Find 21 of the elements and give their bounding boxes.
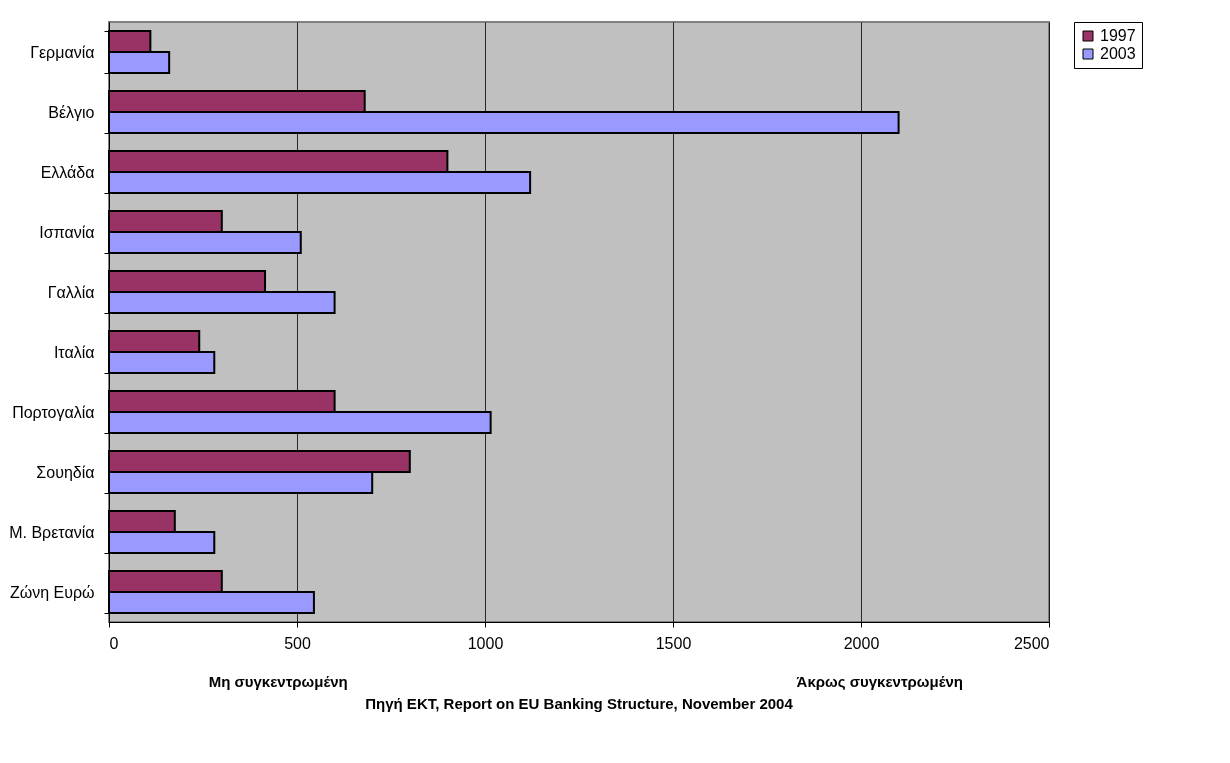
text: Μη συγκεντρωμένη	[208, 673, 348, 690]
y-tick-label: Ελλάδα	[40, 163, 95, 181]
y-tick-label: Ιταλία	[53, 343, 95, 361]
y-tick-label: Μ. Βρετανία	[9, 523, 95, 541]
y-tick-label: Σουηδία	[36, 463, 95, 481]
x-tick-label: 2500	[1013, 634, 1050, 652]
y-tick-label: Πορτογαλία	[12, 403, 95, 421]
y-tick-label: Ζώνη Ευρώ	[9, 583, 95, 601]
x-tick-label: 1500	[655, 634, 692, 652]
x-tick-label: 0	[109, 634, 119, 652]
y-tick-label: Γαλλία	[47, 283, 95, 301]
legend-label: 2003	[1100, 45, 1136, 62]
text: Πηγή ΕΚΤ, Report on EU Banking Structure, November 2004	[365, 695, 794, 712]
x-tick-label: 1000	[467, 634, 504, 652]
legend-label: 1997	[1100, 27, 1136, 44]
x-tick-label: 500	[284, 634, 311, 652]
text: Άκρως συγκεντρωμένη	[796, 673, 963, 690]
y-tick-label: Βέλγιο	[48, 103, 95, 121]
y-tick-label: Γερμανία	[30, 43, 95, 61]
x-tick-label: 2000	[843, 634, 880, 652]
y-tick-label: Ισπανία	[39, 223, 95, 241]
